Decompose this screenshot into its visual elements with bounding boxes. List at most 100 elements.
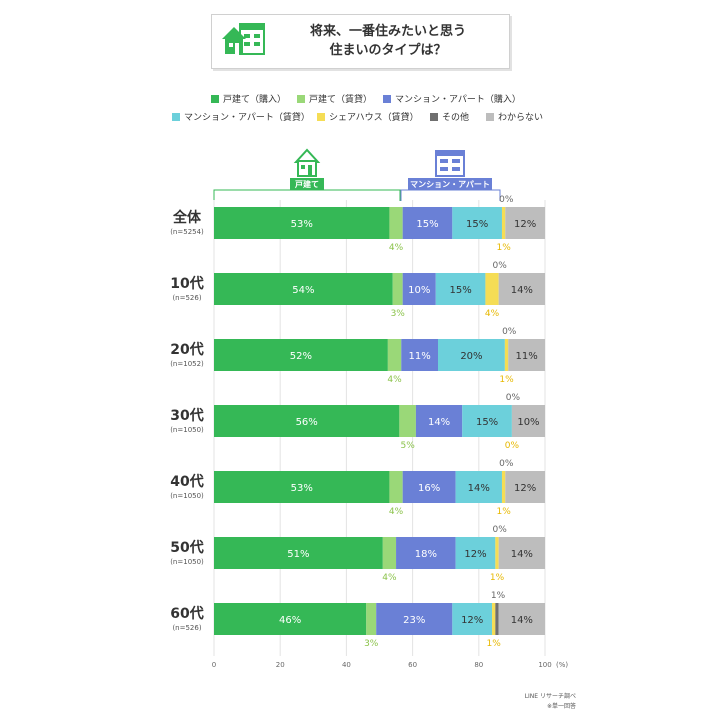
bar-rent_house (382, 537, 397, 569)
bar-unknown (498, 603, 545, 635)
x-tick-label: 80 (474, 661, 483, 669)
x-tick-label: 100 (538, 661, 551, 669)
bar-rent_mansion (435, 273, 486, 305)
legend-label-own_house: 戸建て（購入） (223, 93, 286, 105)
data-label-rent_house: 4% (389, 507, 404, 517)
data-label-rent_mansion: 12% (461, 615, 483, 626)
group-brackets: 戸建て マンション・アパート (213, 148, 501, 201)
bar-own_mansion (402, 471, 456, 503)
bar-shared_house (492, 603, 496, 635)
building-icon (435, 150, 465, 177)
data-label-shared_house: 1% (487, 639, 502, 649)
bar-rent_house (389, 471, 403, 503)
data-label-other: 1% (491, 591, 506, 601)
title-box: 将来、一番住みたいと思う 住まいのタイプは？ (211, 14, 510, 69)
data-label-shared_house: 1% (496, 243, 511, 253)
legend-swatch-rent_mansion (172, 113, 180, 121)
legend-label-own_mansion: マンション・アパート（購入） (395, 93, 521, 105)
house-and-building-icon (222, 23, 265, 55)
data-label-own_mansion: 14% (428, 417, 450, 428)
legend-swatch-shared_house (317, 113, 325, 121)
data-label-own_mansion: 23% (403, 615, 425, 626)
bar-own_house (214, 405, 400, 437)
legend-swatch-unknown (486, 113, 494, 121)
category-n-label: (n=5254) (170, 228, 204, 236)
bar-rent_house (392, 273, 403, 305)
data-label-unknown: 12% (514, 219, 536, 230)
bar-shared_house (504, 339, 509, 371)
data-label-other: 0% (493, 525, 508, 535)
legend-label-rent_house: 戸建て（賃貸） (309, 93, 372, 105)
category-n-label: (n=1052) (170, 360, 204, 368)
bar-rent_mansion (452, 207, 502, 239)
answer-note: ※単一回答 (547, 702, 576, 710)
legend-label-shared_house: シェアハウス（賃貸） (329, 111, 419, 123)
data-label-own_mansion: 10% (408, 285, 430, 296)
bar-shared_house (501, 471, 506, 503)
bar-own_house (214, 603, 367, 635)
legend: 戸建て（購入） 戸建て（賃貸） マンション・アパート（購入） マンション・アパート（賃… (172, 93, 543, 123)
legend-swatch-own_house (211, 95, 219, 103)
category-label: 10代 (170, 275, 203, 292)
data-label-other: 0% (499, 459, 514, 469)
bar-rent_mansion (452, 603, 493, 635)
bar-own_mansion (396, 537, 456, 569)
data-label-own_house: 56% (296, 417, 318, 428)
legend-swatch-rent_house (297, 95, 305, 103)
data-label-own_mansion: 16% (418, 483, 440, 494)
x-tick-label: 0 (212, 661, 216, 669)
bar-own_mansion (401, 339, 439, 371)
bar-own_mansion (376, 603, 453, 635)
bar-rent_house (389, 207, 403, 239)
data-label-shared_house: 1% (490, 573, 505, 583)
bar-rent_house (366, 603, 377, 635)
category-label: 30代 (170, 407, 203, 424)
data-label-other: 0% (499, 195, 514, 205)
house-bracket (213, 189, 401, 201)
bar-own_house (214, 471, 390, 503)
bars: 53%4%15% 15%1%0%12%54%3%10% 15%4%0%14%52%4… (214, 195, 545, 649)
category-n-label: (n=1050) (170, 492, 204, 500)
bar-own_mansion (402, 273, 436, 305)
data-label-unknown: 10% (517, 417, 539, 428)
category-n-label: (n=1050) (170, 426, 204, 434)
x-tick-label: 60 (408, 661, 417, 669)
bar-rent_mansion (462, 405, 512, 437)
data-label-rent_mansion: 20% (460, 351, 482, 362)
bar-unknown (505, 471, 545, 503)
bar-unknown (498, 273, 545, 305)
data-label-own_mansion: 11% (409, 351, 431, 362)
title-line-2: 住まいのタイプは？ (329, 43, 447, 58)
data-label-unknown: 14% (511, 549, 533, 560)
mansion-group-label: マンション・アパート (410, 179, 490, 189)
data-label-rent_house: 3% (391, 309, 406, 319)
data-label-rent_mansion: 15% (466, 219, 488, 230)
bar-own_house (214, 537, 383, 569)
house-group-label-bg (290, 178, 324, 190)
data-label-own_house: 46% (279, 615, 301, 626)
data-label-rent_house: 4% (387, 375, 402, 385)
house-icon (293, 148, 321, 177)
bar-rent_mansion (438, 339, 505, 371)
data-label-own_mansion: 18% (415, 549, 437, 560)
category-label: 全体 (172, 209, 202, 226)
data-label-rent_house: 5% (400, 441, 415, 451)
data-label-own_house: 52% (290, 351, 312, 362)
data-label-rent_mansion: 15% (449, 285, 471, 296)
data-label-own_house: 51% (287, 549, 309, 560)
data-label-rent_house: 3% (364, 639, 379, 649)
category-n-label: (n=1050) (170, 558, 204, 566)
data-label-rent_house: 4% (382, 573, 397, 583)
data-label-unknown: 11% (515, 351, 537, 362)
bar-unknown (498, 537, 545, 569)
bar-own_mansion (402, 207, 453, 239)
bar-shared_house (501, 207, 506, 239)
bar-other (495, 603, 499, 635)
bar-own_mansion (415, 405, 463, 437)
x-axis: 0 20 40 60 80 100 (%) (212, 661, 569, 669)
bar-rent_mansion (455, 471, 502, 503)
bar-rent_mansion (455, 537, 496, 569)
legend-label-rent_mansion: マンション・アパート（賃貸） (184, 111, 310, 123)
data-label-rent_mansion: 12% (464, 549, 486, 560)
x-tick-label: 20 (276, 661, 285, 669)
